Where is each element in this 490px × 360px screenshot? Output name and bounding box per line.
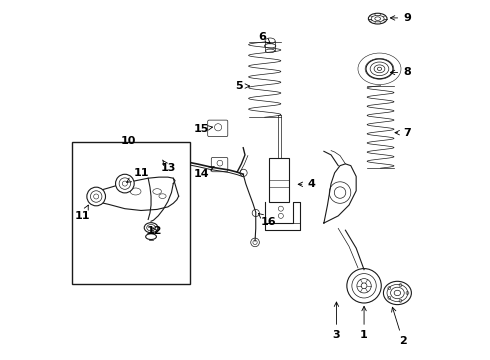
Text: 16: 16	[259, 213, 276, 226]
Ellipse shape	[146, 234, 156, 239]
Text: 10: 10	[121, 136, 136, 146]
Text: 1: 1	[360, 306, 368, 340]
Text: 5: 5	[236, 81, 249, 91]
Text: 15: 15	[194, 124, 213, 134]
Text: 6: 6	[258, 32, 270, 43]
Text: 13: 13	[160, 160, 175, 173]
Text: 7: 7	[395, 128, 411, 138]
Text: 14: 14	[194, 166, 214, 179]
Ellipse shape	[130, 188, 141, 195]
Text: 8: 8	[391, 67, 411, 77]
Circle shape	[87, 187, 105, 206]
Circle shape	[116, 174, 134, 193]
Bar	[269, 158, 289, 202]
FancyBboxPatch shape	[208, 120, 228, 136]
Bar	[157, 155, 168, 164]
Bar	[72, 142, 191, 284]
Text: 4: 4	[298, 179, 315, 189]
Ellipse shape	[159, 194, 166, 198]
Text: 2: 2	[392, 307, 407, 346]
Ellipse shape	[144, 223, 158, 233]
FancyBboxPatch shape	[211, 157, 228, 172]
Text: 9: 9	[391, 13, 411, 23]
Ellipse shape	[153, 189, 161, 194]
Text: 12: 12	[147, 226, 162, 236]
Text: 11: 11	[127, 168, 149, 183]
Text: 11: 11	[75, 205, 91, 221]
Text: 3: 3	[333, 302, 340, 340]
